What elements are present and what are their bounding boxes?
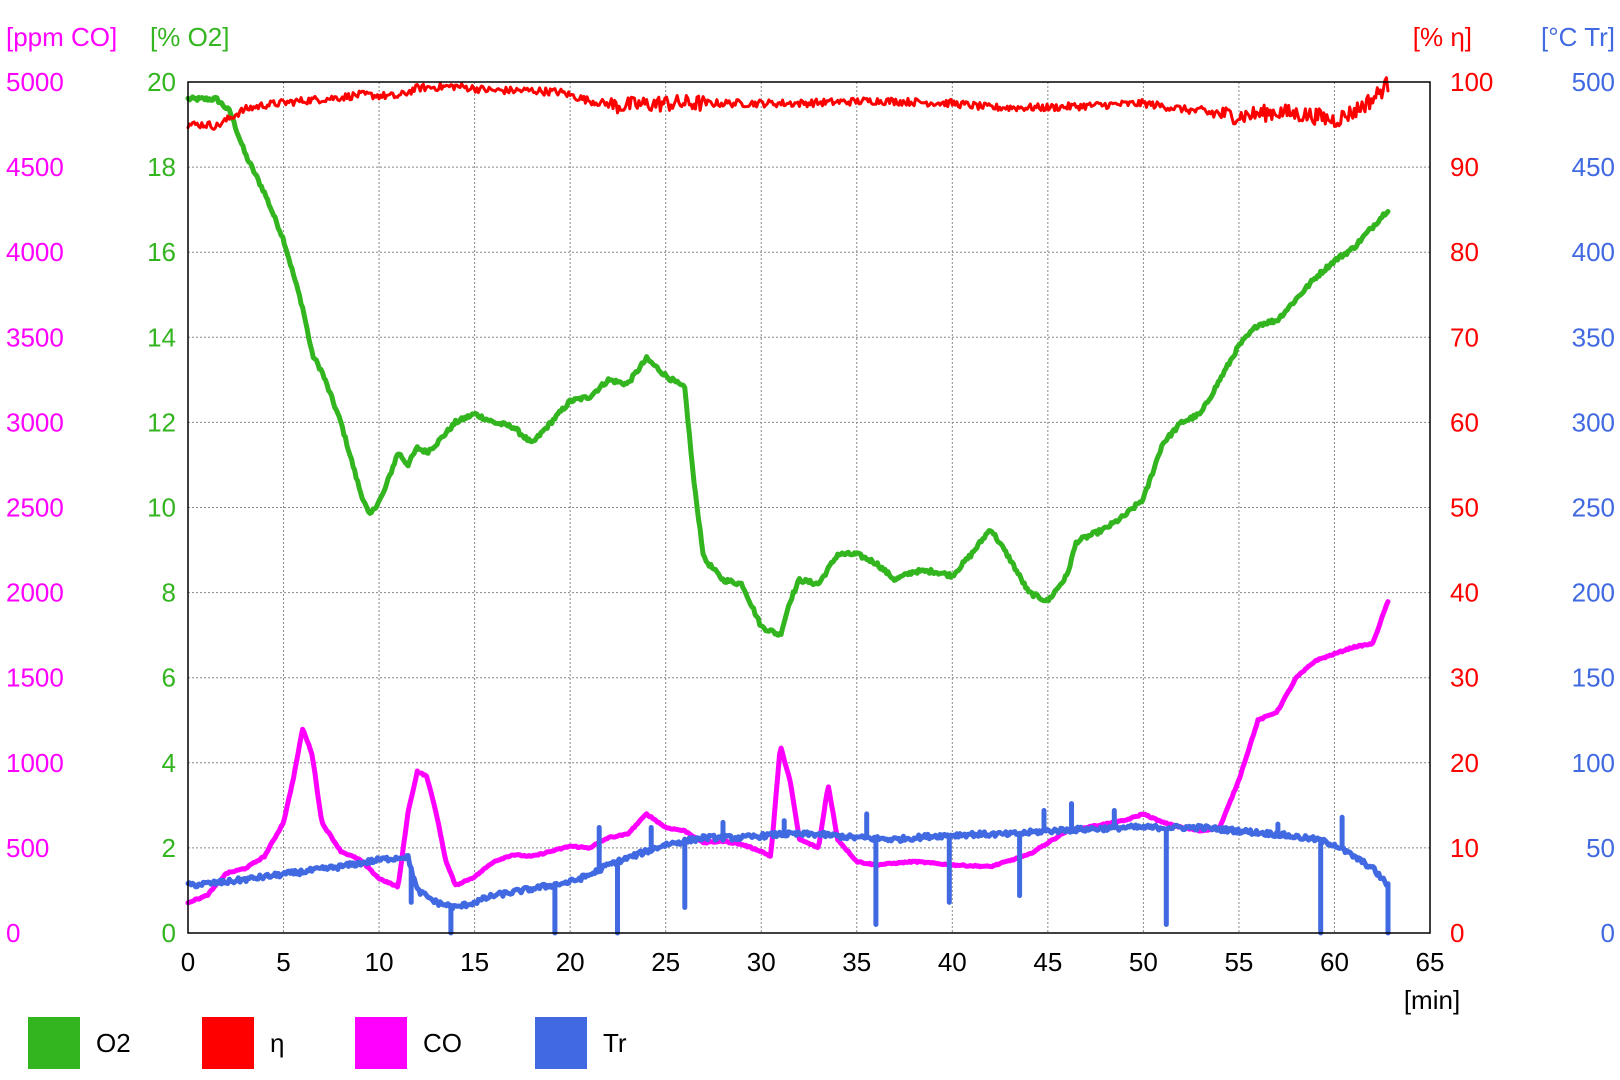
y-tick-label-eta: 80 bbox=[1450, 237, 1479, 267]
x-tick-label: 30 bbox=[747, 947, 776, 977]
y-tick-label-co: 1000 bbox=[6, 748, 64, 778]
x-tick-label: 55 bbox=[1224, 947, 1253, 977]
y-tick-label-tr: 500 bbox=[1572, 67, 1615, 97]
axes-labels: 0 5 10 15 20 25 30 35 40 45 50 55 60 65[min]050010001… bbox=[6, 22, 1615, 1015]
legend-swatch-0 bbox=[28, 1017, 80, 1069]
y-axis-label-tr: [°C Tr] bbox=[1541, 22, 1615, 52]
plot-area bbox=[185, 76, 1391, 936]
y-tick-label-tr: 350 bbox=[1572, 322, 1615, 352]
y-axis-label-co: [ppm CO] bbox=[6, 22, 117, 52]
legend-swatch-2 bbox=[355, 1017, 407, 1069]
x-tick-label: 20 bbox=[556, 947, 585, 977]
y-tick-label-eta: 40 bbox=[1450, 578, 1479, 608]
y-axis-label-o2: [% O2] bbox=[150, 22, 229, 52]
plot-border bbox=[187, 81, 1431, 934]
y-tick-label-co: 2000 bbox=[6, 578, 64, 608]
series-line-O2 bbox=[185, 94, 1391, 638]
y-tick-label-o2: 20 bbox=[147, 67, 176, 97]
y-tick-label-eta: 30 bbox=[1450, 663, 1479, 693]
y-axis-label-eta: [% η] bbox=[1413, 22, 1472, 52]
y-tick-label-co: 2500 bbox=[6, 493, 64, 523]
y-tick-label-o2: 6 bbox=[162, 663, 176, 693]
y-tick-label-eta: 100 bbox=[1450, 67, 1493, 97]
y-tick-label-o2: 18 bbox=[147, 152, 176, 182]
y-tick-label-eta: 20 bbox=[1450, 748, 1479, 778]
y-tick-label-eta: 50 bbox=[1450, 493, 1479, 523]
x-tick-label: 45 bbox=[1033, 947, 1062, 977]
x-tick-label: 10 bbox=[365, 947, 394, 977]
y-tick-label-co: 500 bbox=[6, 833, 49, 863]
y-tick-label-o2: 2 bbox=[162, 833, 176, 863]
x-axis-label: [min] bbox=[1404, 985, 1460, 1015]
y-tick-label-eta: 10 bbox=[1450, 833, 1479, 863]
y-tick-label-tr: 100 bbox=[1572, 748, 1615, 778]
x-tick-label: 65 bbox=[1416, 947, 1445, 977]
x-tick-label: 50 bbox=[1129, 947, 1158, 977]
legend-label-3: Tr bbox=[603, 1028, 627, 1058]
legend-swatch-3 bbox=[535, 1017, 587, 1069]
y-tick-label-tr: 150 bbox=[1572, 663, 1615, 693]
y-tick-label-tr: 400 bbox=[1572, 237, 1615, 267]
y-tick-label-eta: 90 bbox=[1450, 152, 1479, 182]
y-tick-label-tr: 250 bbox=[1572, 493, 1615, 523]
legend-label-1: η bbox=[270, 1028, 284, 1058]
y-tick-label-co: 1500 bbox=[6, 663, 64, 693]
x-tick-label: 25 bbox=[651, 947, 680, 977]
x-tick-label: 5 bbox=[276, 947, 290, 977]
y-tick-label-eta: 60 bbox=[1450, 407, 1479, 437]
y-tick-label-eta: 70 bbox=[1450, 322, 1479, 352]
legend: O2 η CO Tr bbox=[28, 1017, 627, 1069]
y-tick-label-co: 5000 bbox=[6, 67, 64, 97]
y-tick-label-eta: 0 bbox=[1450, 918, 1464, 948]
x-tick-label: 40 bbox=[938, 947, 967, 977]
legend-label-2: CO bbox=[423, 1028, 462, 1058]
x-tick-label: 60 bbox=[1320, 947, 1349, 977]
y-tick-label-o2: 0 bbox=[162, 918, 176, 948]
y-tick-label-tr: 200 bbox=[1572, 578, 1615, 608]
grid bbox=[188, 82, 1430, 933]
legend-swatch-1 bbox=[202, 1017, 254, 1069]
y-tick-label-tr: 0 bbox=[1601, 918, 1615, 948]
y-tick-label-tr: 300 bbox=[1572, 407, 1615, 437]
y-tick-label-tr: 450 bbox=[1572, 152, 1615, 182]
y-tick-label-tr: 50 bbox=[1586, 833, 1615, 863]
y-tick-label-o2: 8 bbox=[162, 578, 176, 608]
y-tick-label-o2: 16 bbox=[147, 237, 176, 267]
y-tick-label-co: 4000 bbox=[6, 237, 64, 267]
x-tick-label: 15 bbox=[460, 947, 489, 977]
x-tick-label: 35 bbox=[842, 947, 871, 977]
y-tick-label-o2: 12 bbox=[147, 407, 176, 437]
series-line-Tr bbox=[185, 801, 1391, 936]
y-tick-label-co: 4500 bbox=[6, 152, 64, 182]
legend-label-0: O2 bbox=[96, 1028, 131, 1058]
y-tick-label-co: 3500 bbox=[6, 322, 64, 352]
y-tick-label-co: 3000 bbox=[6, 407, 64, 437]
x-tick-label: 0 bbox=[181, 947, 195, 977]
y-tick-label-co: 0 bbox=[6, 918, 20, 948]
series-line-η bbox=[186, 76, 1390, 131]
y-tick-label-o2: 14 bbox=[147, 322, 176, 352]
y-tick-label-o2: 4 bbox=[162, 748, 176, 778]
y-tick-label-o2: 10 bbox=[147, 493, 176, 523]
